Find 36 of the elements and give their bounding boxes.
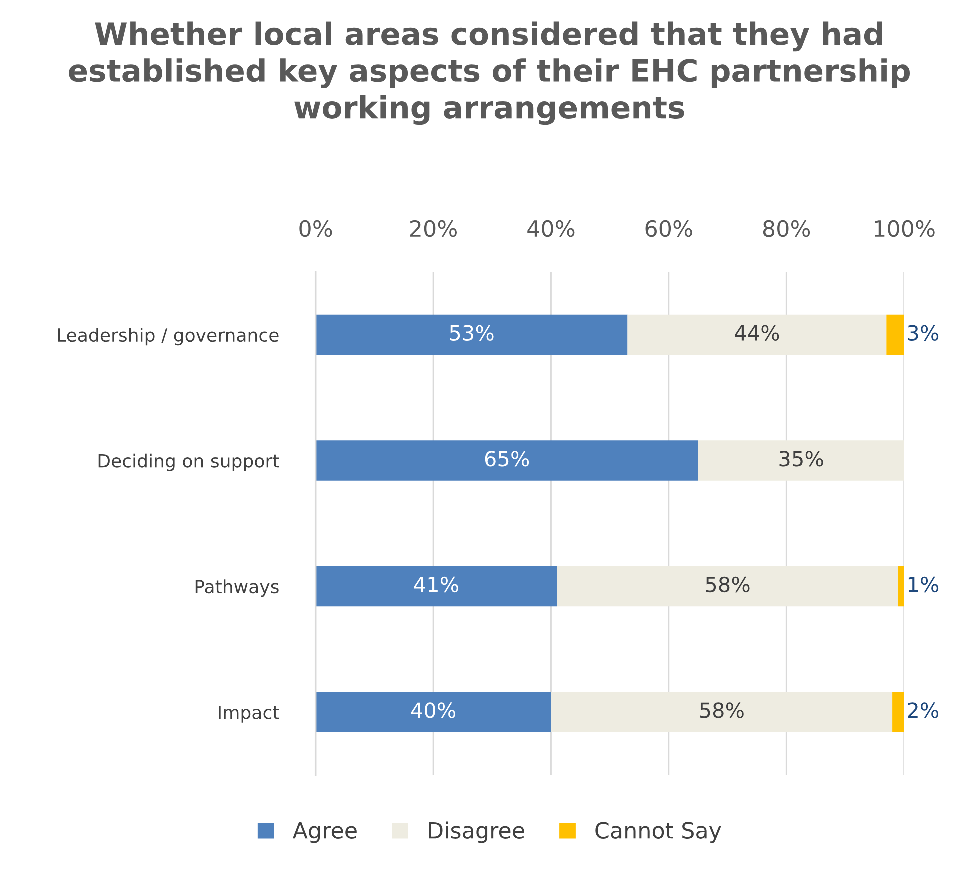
bar [316, 440, 698, 481]
data-label: 2% [908, 702, 939, 718]
y-tick-label: Pathways [196, 580, 279, 598]
data-label: 53% [450, 325, 494, 341]
data-label: 58% [706, 576, 750, 593]
x-tick-label: 60% [646, 220, 692, 238]
legend-label: Disagree [429, 822, 524, 844]
y-tick-label: Deciding on support [98, 454, 280, 472]
data-label: 44% [735, 325, 780, 341]
data-label: 41% [414, 576, 458, 593]
bar [886, 314, 904, 356]
bar [557, 566, 898, 607]
data-label: 1% [908, 576, 939, 593]
bar [698, 440, 904, 481]
bar [898, 566, 904, 607]
data-label: 35% [780, 451, 824, 467]
bar [316, 566, 558, 607]
bar [316, 314, 628, 356]
data-label: 58% [700, 702, 744, 718]
x-tick-label: 40% [528, 220, 575, 238]
data-label: 3% [908, 325, 939, 341]
bar [316, 692, 552, 732]
data-label: 40% [411, 702, 456, 718]
bar [551, 692, 893, 732]
x-tick-label: 0% [300, 220, 332, 238]
y-tick-label: Impact [219, 706, 280, 723]
chart-title: Whether local areas considered that they had established key aspects of their EHC partnership working arrangements [69, 22, 910, 126]
x-tick-label: 100% [874, 220, 935, 238]
bar [628, 314, 887, 356]
y-tick-label: Leadership / governance [58, 328, 279, 346]
legend-label: Cannot Say [596, 822, 722, 844]
x-tick-label: 80% [763, 220, 810, 238]
x-tick-label: 20% [410, 220, 458, 238]
bar [892, 692, 904, 732]
legend-label: Agree [292, 822, 357, 844]
data-label: 65% [485, 451, 530, 467]
